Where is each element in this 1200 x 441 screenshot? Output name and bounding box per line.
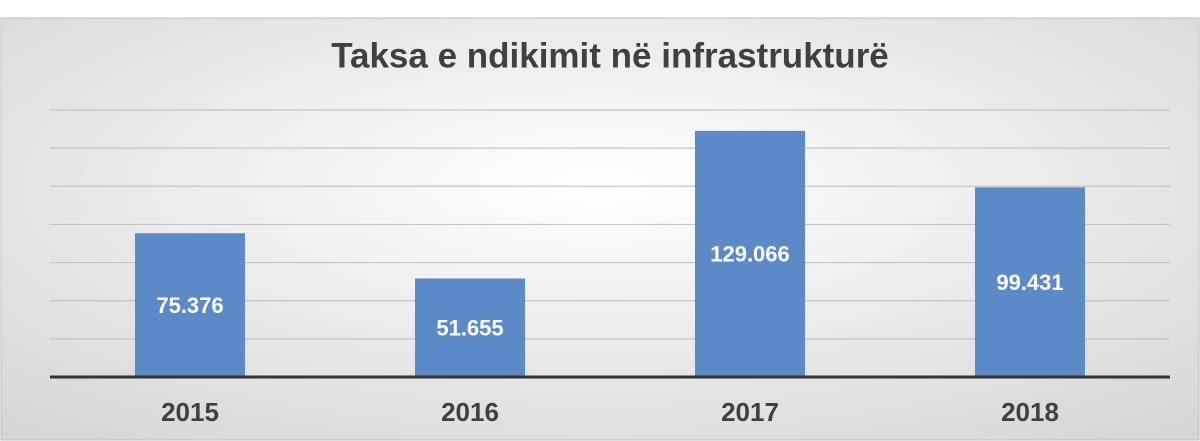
x-tick-label: 2016 [441,397,499,427]
bar [135,233,245,377]
bar [695,130,805,377]
bar [975,187,1085,377]
data-label: 75.376 [156,293,223,318]
chart-title: Taksa e ndikimit në infrastrukturë [331,36,889,75]
data-label: 129.066 [710,242,790,267]
x-tick-label: 2018 [1001,397,1059,427]
bar [415,278,525,377]
data-label: 51.655 [436,316,503,341]
x-tick-label: 2017 [721,397,779,427]
data-label: 99.431 [996,270,1063,295]
x-tick-label: 2015 [161,397,219,427]
